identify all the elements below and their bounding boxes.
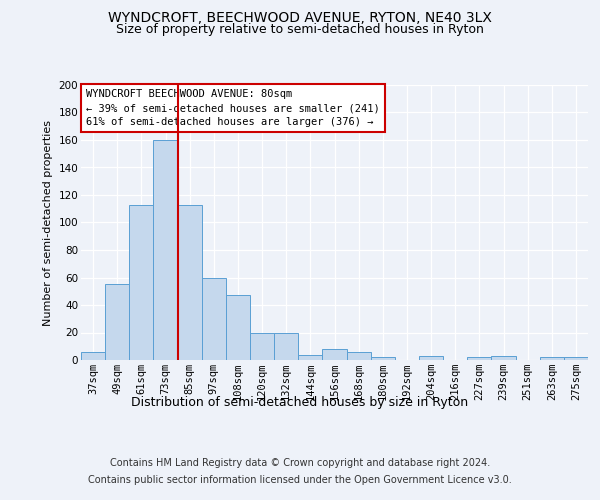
Text: Contains HM Land Registry data © Crown copyright and database right 2024.: Contains HM Land Registry data © Crown c… [110, 458, 490, 468]
Bar [105, 284, 129, 360]
Bar [154, 140, 178, 360]
Text: WYNDCROFT, BEECHWOOD AVENUE, RYTON, NE40 3LX: WYNDCROFT, BEECHWOOD AVENUE, RYTON, NE40… [108, 10, 492, 24]
Text: Distribution of semi-detached houses by size in Ryton: Distribution of semi-detached houses by … [131, 396, 469, 409]
Y-axis label: Number of semi-detached properties: Number of semi-detached properties [43, 120, 53, 326]
Bar [274, 332, 298, 360]
Bar [491, 356, 515, 360]
Bar [540, 357, 564, 360]
Bar [81, 352, 105, 360]
Bar [202, 278, 226, 360]
Bar [226, 296, 250, 360]
Bar [322, 349, 347, 360]
Bar [129, 204, 154, 360]
Bar [347, 352, 371, 360]
Bar [419, 356, 443, 360]
Bar [298, 354, 322, 360]
Bar [467, 357, 491, 360]
Text: Size of property relative to semi-detached houses in Ryton: Size of property relative to semi-detach… [116, 24, 484, 36]
Bar [250, 332, 274, 360]
Bar [178, 204, 202, 360]
Text: WYNDCROFT BEECHWOOD AVENUE: 80sqm
← 39% of semi-detached houses are smaller (241: WYNDCROFT BEECHWOOD AVENUE: 80sqm ← 39% … [86, 89, 380, 127]
Text: Contains public sector information licensed under the Open Government Licence v3: Contains public sector information licen… [88, 475, 512, 485]
Bar [564, 357, 588, 360]
Bar [371, 357, 395, 360]
